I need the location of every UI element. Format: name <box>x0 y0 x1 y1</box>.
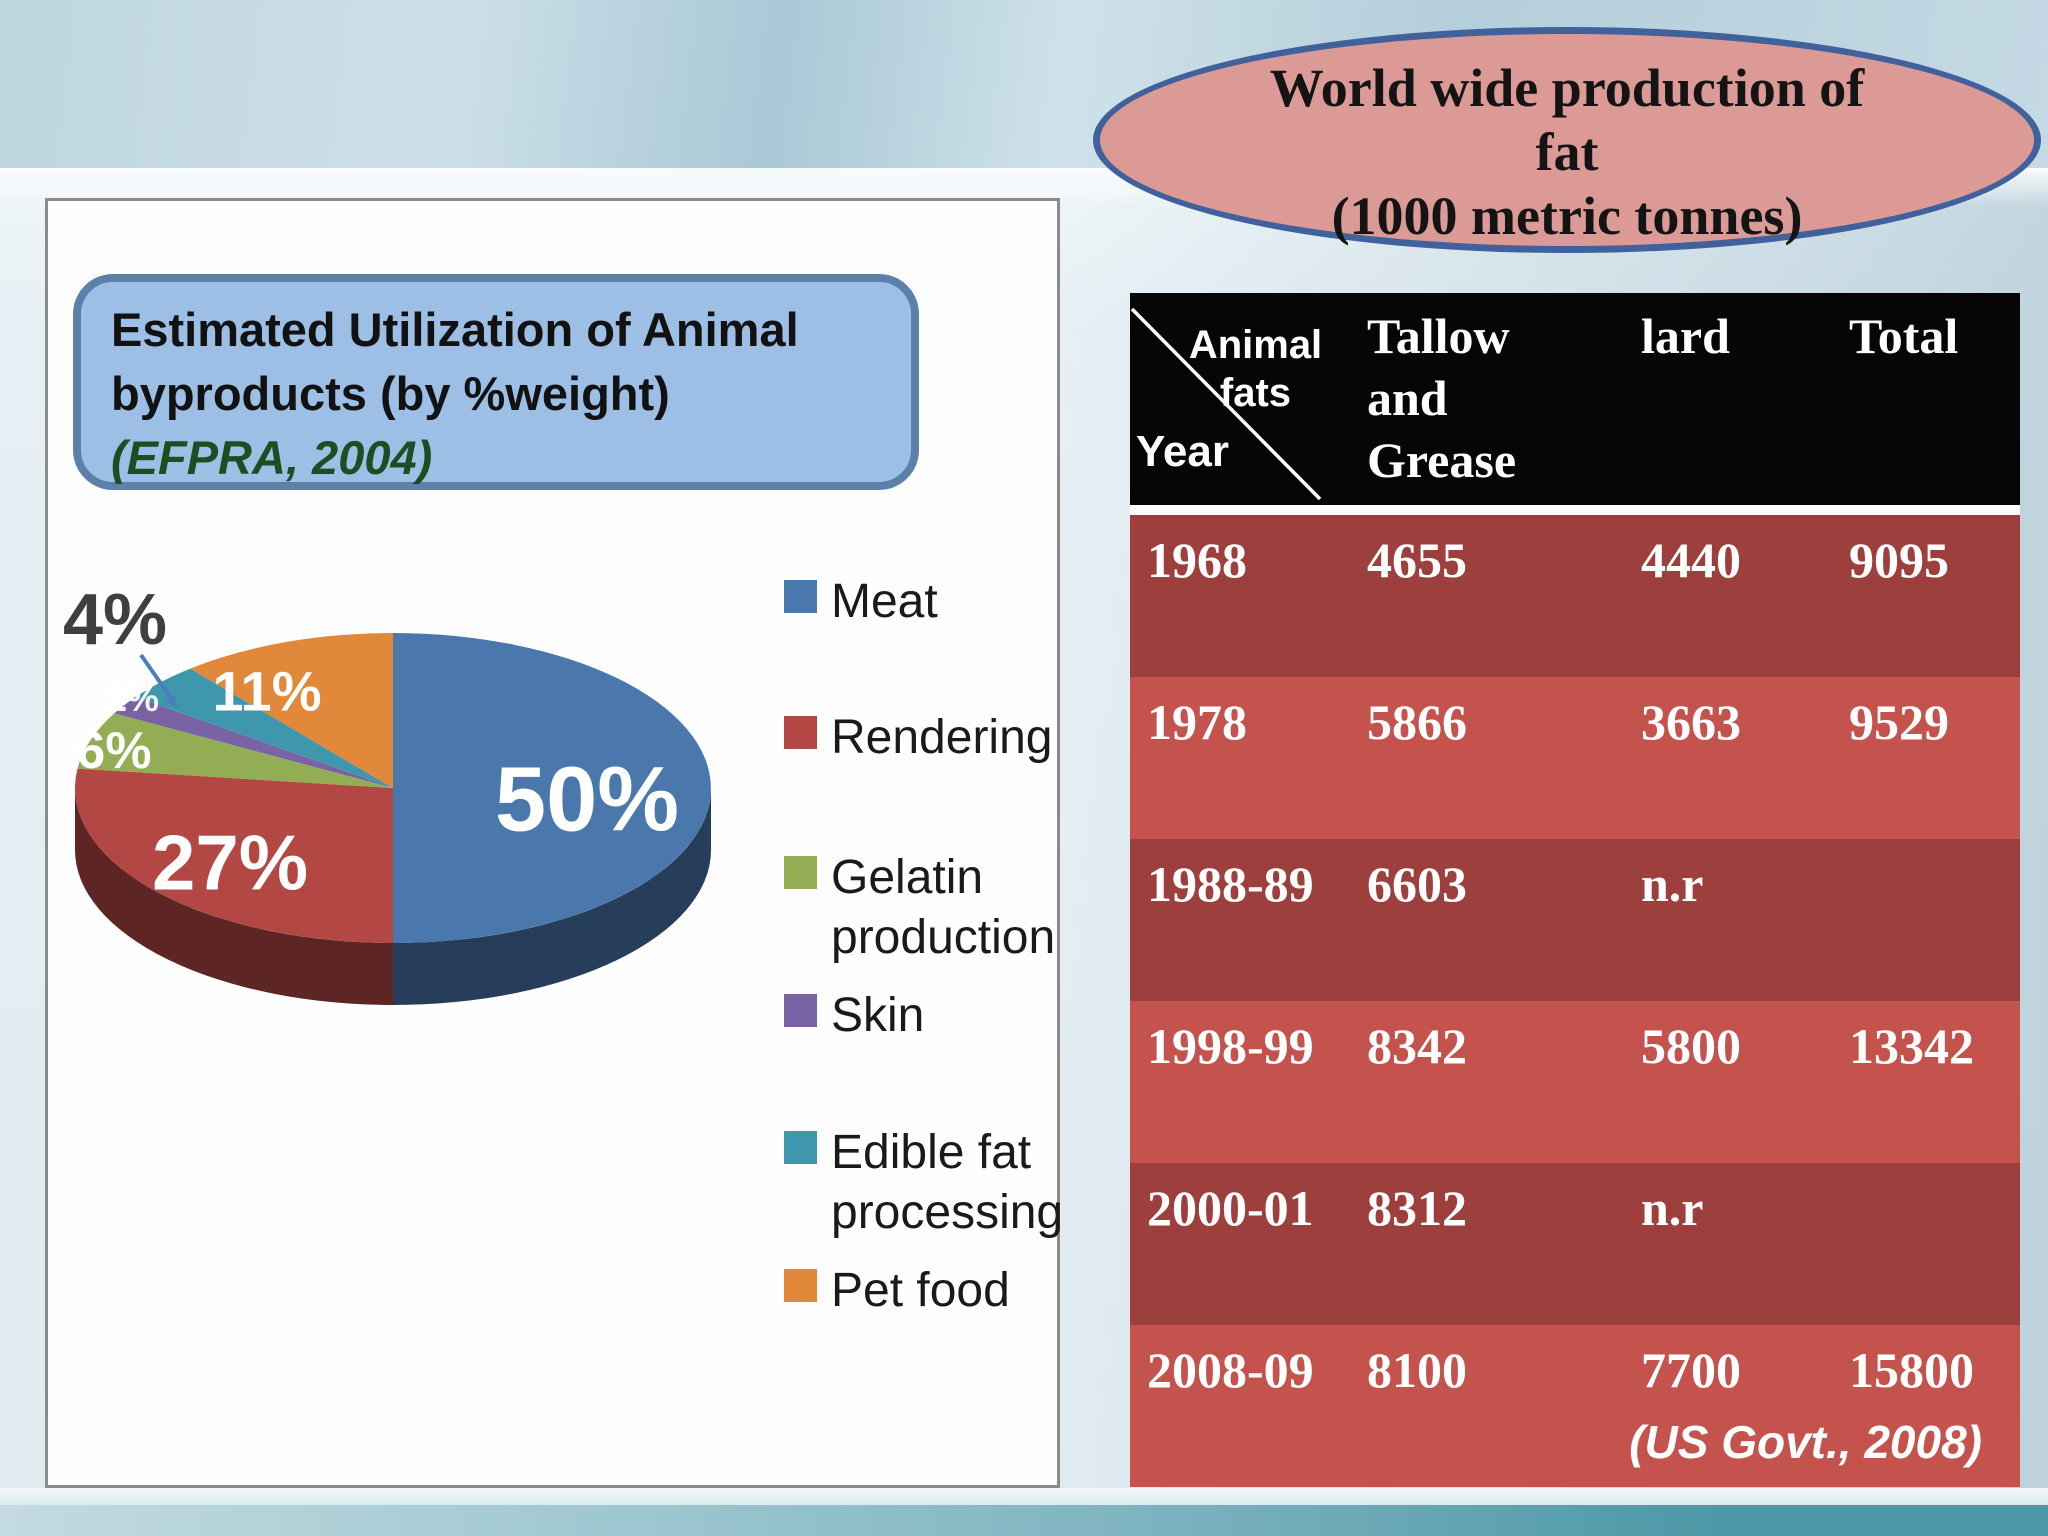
year-cell: 1968 <box>1147 532 1247 588</box>
table-source-note: (US Govt., 2008) <box>1629 1416 1982 1468</box>
value-cell: 5800 <box>1641 1018 1741 1074</box>
column-header-lard: lard <box>1641 308 1730 364</box>
bottom-teal-band <box>0 1505 2048 1536</box>
pie-slice-pet-food <box>190 633 393 788</box>
value-cell: 3663 <box>1641 694 1741 750</box>
value-cell: n.r <box>1641 1180 1704 1236</box>
year-cell: 1988-89 <box>1147 856 1314 912</box>
pie-title-box: Estimated Utilization of Animal byproduc… <box>73 274 919 490</box>
pie-label-edible-fat-processing: 4% <box>62 580 168 660</box>
pie-label-pet-food: 11% <box>212 659 322 723</box>
column-header-tallow-and-grease: Tallow and Grease <box>1367 308 1517 488</box>
value-cell: 15800 <box>1849 1342 1974 1398</box>
pie-slice-meat <box>393 633 711 943</box>
year-cell: 2008-09 <box>1147 1342 1314 1398</box>
legend-swatch-icon <box>784 716 817 749</box>
legend-swatch-icon <box>784 1269 817 1302</box>
pie-label-gelatin-production: 6% <box>76 722 152 780</box>
pie-title-line2: byproducts (by %weight) <box>111 367 670 420</box>
corner-label-year: Year <box>1136 427 1229 476</box>
value-cell: 8312 <box>1367 1180 1467 1236</box>
value-cell <box>1849 839 2020 1001</box>
value-cell <box>1849 1163 2020 1325</box>
legend-label: Rendering <box>831 711 1053 764</box>
value-cell: 8342 <box>1367 1018 1467 1074</box>
legend-label: Meat <box>831 575 938 628</box>
pie-slice-gelatin-production <box>77 713 394 788</box>
table-row-1988-89: 1988-89 6603 n.r <box>1130 839 2020 1001</box>
corner-label-animal-fats: Animal fats <box>1188 323 1323 415</box>
year-cell: 1978 <box>1147 694 1247 750</box>
legend-item-rendering: Rendering <box>784 708 1052 768</box>
pie-label-meat: 50% <box>494 748 680 851</box>
legend-swatch-icon <box>784 994 817 1027</box>
oval-line1: World wide production of <box>1269 58 1865 118</box>
table-corner-cell: Animal fats Year <box>1130 293 1367 505</box>
year-cell: 2000-01 <box>1147 1180 1314 1236</box>
column-header-total: Total <box>1849 308 1959 364</box>
value-cell: 13342 <box>1849 1018 1974 1074</box>
callout-line-4-percent <box>139 653 173 700</box>
legend-label: Skin <box>831 989 925 1042</box>
legend-swatch-icon <box>784 580 817 613</box>
pie-side-meat <box>393 788 711 1005</box>
value-cell: n.r <box>1641 856 1704 912</box>
legend-item-pet-food: Pet food <box>784 1261 1044 1321</box>
table-row-1968: 1968 4655 4440 9095 <box>1130 515 2020 677</box>
legend-label: Gelatin production <box>831 851 1056 964</box>
value-cell: 9529 <box>1849 694 1949 750</box>
pie-slice-edible-fat-processing <box>135 668 393 788</box>
table-header: Animal fats Year Tallow and Grease lard … <box>1130 293 2020 505</box>
header-separator <box>1130 505 2020 515</box>
pie-side-rendering <box>75 788 393 1005</box>
table-row-1998-99: 1998-99 8342 5800 13342 <box>1130 1001 2020 1163</box>
legend-item-edible-fat-processing: Edible fat processing <box>784 1123 1063 1243</box>
pie-label-rendering: 27% <box>151 818 309 907</box>
oval-line2: fat <box>1535 122 1599 182</box>
corner-diagonal-line <box>1130 307 1322 501</box>
fat-production-table: Animal fats Year Tallow and Grease lard … <box>1130 293 2020 1487</box>
pie-label-skin: 2% <box>106 678 160 719</box>
table-row-2000-01: 2000-01 8312 n.r <box>1130 1163 2020 1325</box>
table-row-2008-09: 2008-09 8100 7700 15800 <box>1130 1325 2020 1487</box>
value-cell: 6603 <box>1367 856 1467 912</box>
value-cell: 4440 <box>1641 532 1741 588</box>
callout-arrowhead-icon <box>165 694 178 709</box>
pie-title-source: (EFPRA, 2004) <box>111 431 433 484</box>
pie-slice-skin <box>114 696 393 788</box>
legend-item-meat: Meat <box>784 572 1044 632</box>
year-cell: 1998-99 <box>1147 1018 1314 1074</box>
value-cell: 8100 <box>1367 1342 1467 1398</box>
legend-label: Edible fat processing <box>831 1126 1064 1239</box>
pie-chart <box>74 633 711 1005</box>
table-row-1978: 1978 5866 3663 9529 <box>1130 677 2020 839</box>
value-cell: 4655 <box>1367 532 1467 588</box>
legend-swatch-icon <box>784 856 817 889</box>
value-cell: 7700 <box>1641 1342 1741 1398</box>
oval-line3: (1000 metric tonnes) <box>1331 186 1803 246</box>
pie-legend: Meat Rendering Gelatin production Skin Edibl… <box>48 201 1063 1485</box>
bottom-light-strip <box>0 1488 2048 1505</box>
legend-swatch-icon <box>784 1131 817 1164</box>
legend-label: Pet food <box>831 1264 1010 1317</box>
table-body: 1968 4655 4440 9095 1978 5866 3663 9529 1988-89 6… <box>1130 515 2020 1487</box>
pie-chart-panel: Estimated Utilization of Animal byproduc… <box>45 198 1063 1488</box>
legend-item-gelatin-production: Gelatin production <box>784 848 1055 968</box>
value-cell: 5866 <box>1367 694 1467 750</box>
legend-item-skin: Skin <box>784 986 1044 1046</box>
value-cell: 9095 <box>1849 532 1949 588</box>
pie-title-line1: Estimated Utilization of Animal <box>111 303 799 356</box>
table-title-oval: World wide production of fat (1000 metri… <box>1093 27 2041 253</box>
pie-slice-rendering <box>74 768 393 943</box>
